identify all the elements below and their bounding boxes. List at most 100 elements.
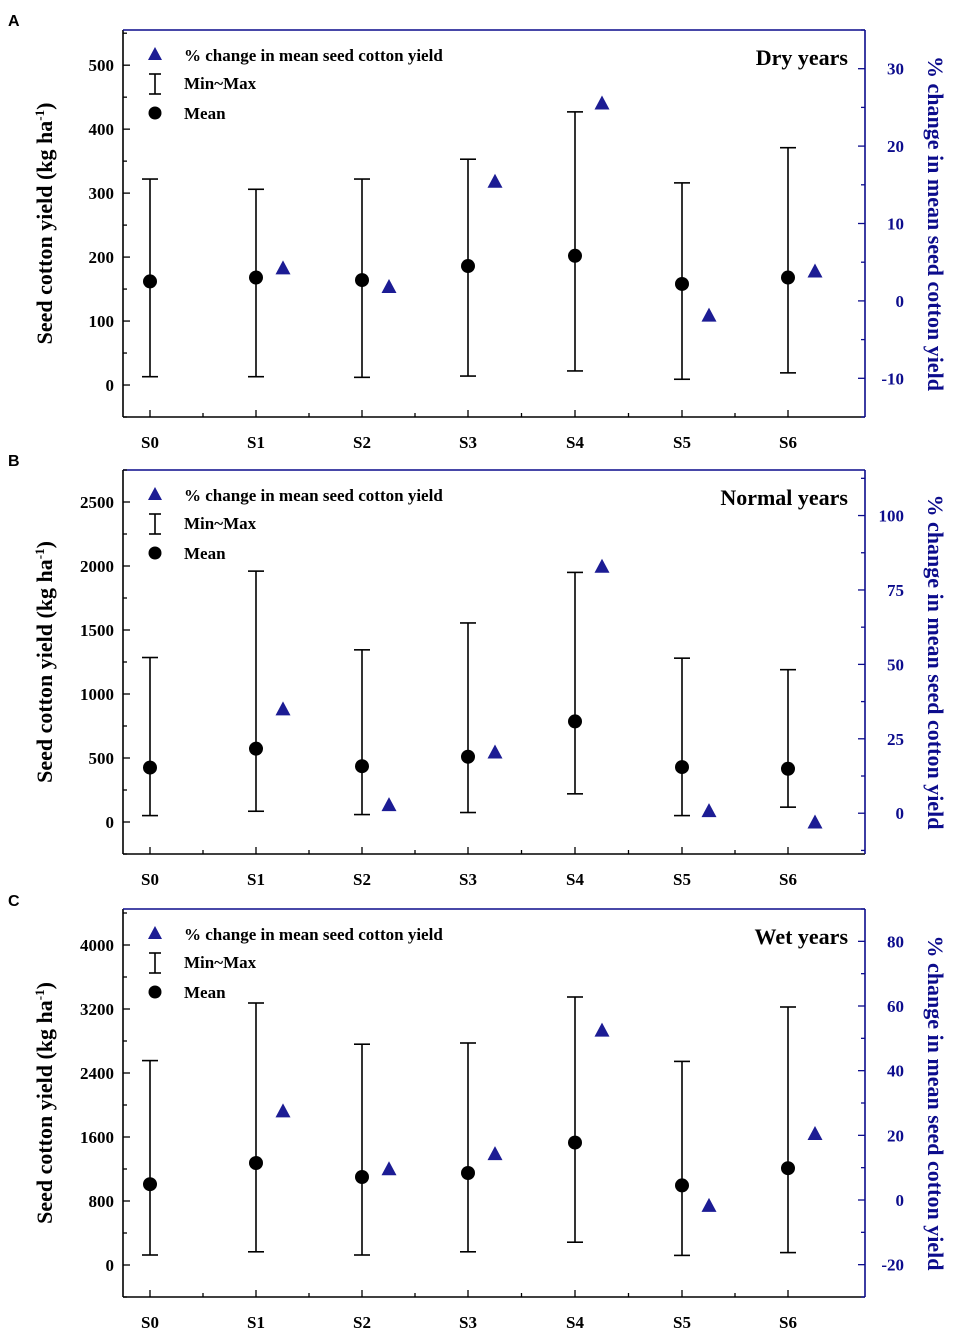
panel-title: Normal years: [720, 485, 848, 510]
mean-point-s0: [143, 760, 157, 775]
x-tick-label: S4: [566, 433, 584, 452]
legend-pct-label: % change in mean seed cotton yield: [184, 925, 443, 944]
mean-point-s5: [675, 276, 689, 291]
pct-change-triangle-s5: [701, 307, 717, 322]
y-right-tick-label: 40: [887, 1062, 904, 1081]
y-left-tick-label: 1600: [80, 1128, 114, 1147]
pct-change-triangle-s3: [487, 1146, 503, 1161]
x-tick-label: S0: [141, 1313, 159, 1332]
x-tick-label: S2: [353, 870, 371, 889]
y-right-tick-label: 25: [887, 730, 904, 749]
panel-title: Wet years: [755, 924, 849, 949]
y-right-tick-label: 10: [887, 215, 904, 234]
y-right-tick-label: 0: [896, 1191, 905, 1210]
y-right-tick-label: 60: [887, 997, 904, 1016]
mean-point-s6: [781, 761, 795, 776]
legend-mean-label: Mean: [184, 544, 226, 563]
pct-change-triangle-s1: [275, 701, 291, 716]
y-right-tick-label: 0: [896, 804, 905, 823]
x-tick-label: S3: [459, 1313, 477, 1332]
x-tick-label: S2: [353, 433, 371, 452]
y-left-tick-label: 1000: [80, 685, 114, 704]
y-left-axis-title: Seed cotton yield (kg ha-1): [32, 103, 57, 345]
pct-change-triangle-s3: [487, 173, 503, 188]
y-right-tick-label: 100: [879, 507, 905, 526]
y-left-tick-label: 3200: [80, 1000, 114, 1019]
x-tick-label: S1: [247, 870, 265, 889]
y-left-tick-label: 100: [89, 312, 115, 331]
x-tick-label: S0: [141, 433, 159, 452]
legend-pct-label: % change in mean seed cotton yield: [184, 46, 443, 65]
mean-point-s1: [249, 741, 263, 756]
y-right-tick-label: 80: [887, 932, 904, 951]
y-right-axis-title: % change in mean seed cotton yield: [923, 495, 948, 830]
y-left-tick-label: 300: [89, 184, 115, 203]
y-left-axis-title: Seed cotton yield (kg ha-1): [32, 982, 57, 1224]
x-tick-label: S6: [779, 1313, 797, 1332]
panel-title: Dry years: [756, 45, 849, 70]
y-left-tick-label: 500: [89, 749, 115, 768]
y-left-tick-label: 4000: [80, 936, 114, 955]
pct-change-triangle-s4: [594, 95, 610, 110]
mean-point-s5: [675, 1178, 689, 1193]
mean-point-s4: [568, 1135, 582, 1150]
y-left-tick-label: 800: [89, 1192, 115, 1211]
panel-letter: C: [8, 893, 20, 910]
mean-point-s2: [355, 759, 369, 774]
x-tick-label: S1: [247, 433, 265, 452]
panel-a: A 0 100 200 300 400 500 -10 0 10 20 30 S0 S1 S2 S3 S4 S5 S…: [8, 13, 948, 452]
pct-change-triangle-s2: [381, 797, 397, 812]
y-left-title-sup: -1: [32, 110, 47, 121]
pct-change-triangle-s2: [381, 278, 397, 293]
panel-letter: A: [8, 13, 20, 30]
x-tick-label: S3: [459, 870, 477, 889]
x-tick-label: S4: [566, 1313, 584, 1332]
mean-point-s1: [249, 1156, 263, 1170]
y-left-tick-label: 2500: [80, 493, 114, 512]
pct-change-triangle-s5: [701, 1197, 717, 1212]
mean-point-s4: [568, 714, 582, 729]
mean-point-s0: [143, 274, 157, 289]
mean-point-s5: [675, 760, 689, 775]
y-right-tick-label: 20: [887, 137, 904, 156]
y-left-tick-label: 2000: [80, 557, 114, 576]
pct-change-triangle-s6: [807, 814, 823, 829]
mean-point-s2: [355, 1170, 369, 1184]
y-left-tick-label: 0: [106, 376, 115, 395]
mean-point-s3: [461, 749, 475, 764]
y-right-tick-label: 0: [896, 292, 905, 311]
mean-point-s4: [568, 248, 582, 263]
mean-point-s6: [781, 270, 795, 285]
mean-point-s3: [461, 1166, 475, 1180]
mean-point-s3: [461, 259, 475, 274]
y-right-axis-title: % change in mean seed cotton yield: [923, 56, 948, 391]
x-tick-label: S0: [141, 870, 159, 889]
panel-c: C 0 800 1600 2400 3200 4000 -20 0 20 40 60 80 S0 S1 S2 S…: [8, 893, 948, 1332]
y-left-axis-title: Seed cotton yield (kg ha-1): [32, 541, 57, 783]
y-left-tick-label: 1500: [80, 621, 114, 640]
y-left-title-close: ): [32, 982, 57, 989]
mean-point-s1: [249, 270, 263, 285]
x-tick-label: S5: [673, 1313, 691, 1332]
pct-change-triangle-s4: [594, 558, 610, 573]
pct-change-triangle-s5: [701, 803, 717, 818]
y-left-title-sup: -1: [32, 548, 47, 559]
pct-change-triangle-s3: [487, 744, 503, 759]
legend-pct-label: % change in mean seed cotton yield: [184, 486, 443, 505]
y-left-tick-label: 200: [89, 248, 115, 267]
y-right-tick-label: -20: [881, 1256, 904, 1275]
pct-change-triangle-s4: [594, 1022, 610, 1037]
y-right-tick-label: 75: [887, 581, 904, 600]
y-right-axis-title: % change in mean seed cotton yield: [923, 936, 948, 1271]
y-left-tick-label: 0: [106, 1256, 115, 1275]
y-left-title-main: Seed cotton yield (kg ha: [32, 559, 57, 783]
legend-mean-label: Mean: [184, 983, 226, 1002]
pct-change-triangle-s6: [807, 1126, 823, 1141]
y-left-title-main: Seed cotton yield (kg ha: [32, 1000, 57, 1224]
y-left-title-close: ): [32, 103, 57, 110]
y-right-tick-label: -10: [881, 369, 904, 388]
legend-mean-icon: [148, 546, 162, 560]
x-tick-label: S5: [673, 433, 691, 452]
legend-mean-icon: [148, 106, 162, 120]
